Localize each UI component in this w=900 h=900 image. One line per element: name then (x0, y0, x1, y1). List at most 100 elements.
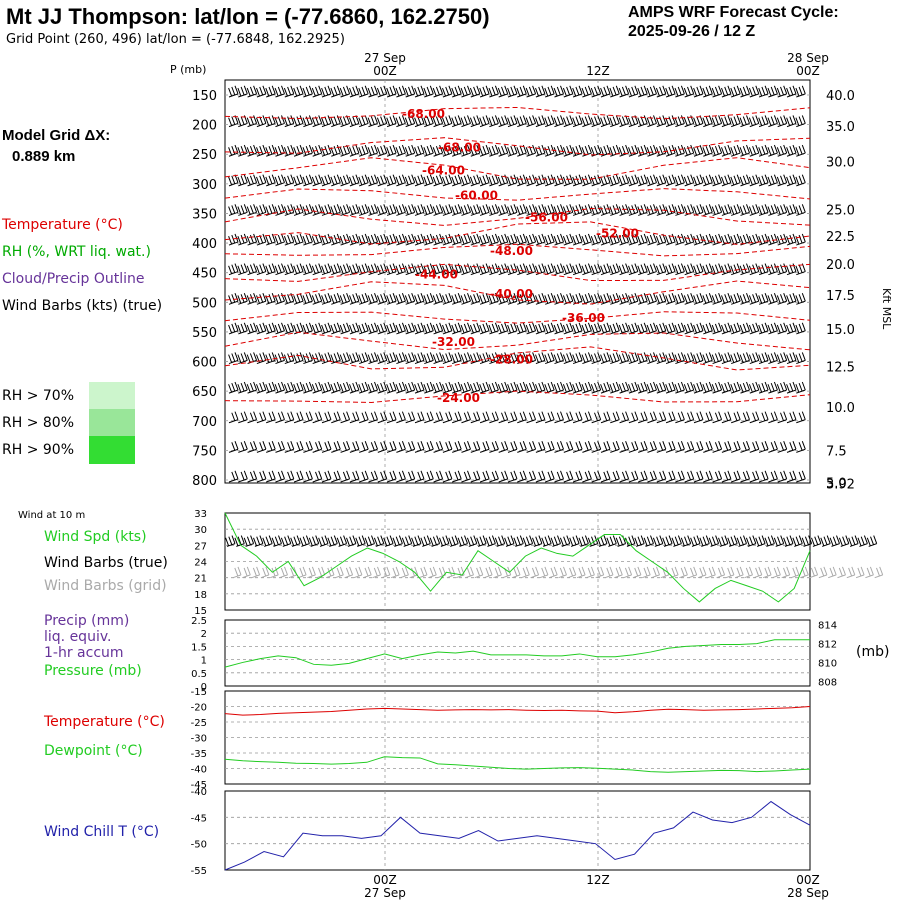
wind-barb (330, 174, 341, 187)
wind-barb (368, 441, 378, 453)
precip-panel-y-tick-label: 0 (201, 682, 207, 693)
wind-barb (572, 381, 583, 394)
wind-barb (311, 322, 323, 335)
wind-barb (721, 263, 732, 276)
wind-barb (777, 470, 788, 483)
wind-barb (572, 174, 583, 187)
wind-barb (628, 204, 639, 216)
wind-barb-true (290, 535, 301, 547)
wind-barb (376, 263, 388, 276)
wind-barb (553, 85, 564, 98)
wind-barb (731, 470, 741, 483)
wind-barb (237, 174, 248, 187)
wind-barb-grid (558, 566, 567, 579)
wind-barb (247, 411, 258, 424)
wind-barb (228, 174, 239, 187)
wind-barb (339, 144, 351, 157)
wind-barb (581, 85, 592, 98)
wind-barb-true (857, 535, 868, 547)
wind-barb (339, 322, 351, 335)
wind-barb (572, 233, 583, 246)
wind-barb (609, 381, 620, 394)
wind-barb (321, 115, 332, 128)
wind-barb (610, 441, 620, 453)
wind-barb-true (401, 535, 413, 547)
wind-barb (386, 441, 397, 453)
wind-barb (432, 174, 444, 187)
wind-barb (637, 381, 648, 394)
wind-barb (786, 204, 797, 216)
wind-barb (646, 204, 657, 216)
wind-barb (776, 322, 788, 335)
wind-barb-true (466, 535, 478, 547)
wind-barb (655, 322, 667, 335)
wind-barb (554, 470, 564, 483)
wind-barb-grid (511, 566, 521, 579)
temperature-contour-label: -32.00 (432, 335, 475, 349)
wind-barb (535, 352, 546, 365)
temperature-contour (224, 390, 811, 403)
wind-barb (721, 144, 732, 157)
wind-barb (758, 292, 769, 305)
wind-barb (748, 263, 760, 276)
legend-sfc-temperature: Temperature (°C) (44, 714, 165, 730)
wind-barb (618, 263, 630, 276)
wind-barb (544, 174, 555, 187)
wind-barb (572, 292, 583, 305)
wind-barb (711, 144, 723, 157)
wind-barb (256, 233, 267, 246)
wind-barb (748, 322, 760, 335)
wind-barb (376, 322, 388, 335)
wind-barb (590, 174, 602, 187)
wind-barb (246, 322, 258, 335)
wind-barb (526, 470, 537, 483)
wind-barb (507, 204, 518, 216)
wind-barb (637, 322, 648, 335)
wind-barb (655, 352, 667, 365)
wind-barb (795, 233, 806, 246)
wind-barb (796, 470, 806, 483)
wind-barb (665, 233, 676, 246)
wind-barb (590, 115, 602, 128)
wind-barb (776, 204, 788, 216)
wind-barb (739, 174, 750, 187)
wind-barb (711, 204, 723, 216)
wind-barb (768, 470, 778, 483)
wind-barb-grid (335, 566, 344, 579)
wind-barb (553, 115, 564, 128)
wind-barb (460, 144, 471, 157)
wind-barb (730, 85, 741, 98)
pressure-tick-label: 550 (192, 326, 217, 341)
wind-barb (432, 292, 444, 305)
wind-barb (711, 85, 723, 98)
wind-barb (395, 144, 406, 157)
wind-barb (665, 115, 676, 128)
wind-barb (274, 352, 285, 365)
wind-barb (423, 115, 434, 128)
wind-barb-grid (762, 566, 772, 579)
wind-barb (619, 411, 630, 424)
temperature-contour (224, 137, 811, 156)
wind-barb (497, 292, 509, 305)
wind-barb-grid (651, 566, 660, 579)
wind-barb (386, 233, 397, 246)
wind-barb (563, 411, 574, 424)
wind-barb (655, 233, 667, 246)
wind-barb (665, 411, 676, 424)
wind-barb (386, 411, 397, 424)
wind-barb (693, 470, 704, 483)
wind-barb-true (225, 535, 236, 547)
wind-barb (702, 204, 713, 216)
wind-barb (637, 85, 648, 98)
wind-barb (367, 381, 378, 394)
wind-barb (544, 352, 555, 365)
wind-barb (275, 470, 285, 483)
wind-barb (721, 115, 732, 128)
wind-barb (367, 85, 378, 98)
wind-barb (786, 441, 797, 453)
wind-barb (553, 233, 564, 246)
wind-barb (507, 381, 518, 394)
legend-wind-barbs: Wind Barbs (kts) (true) (2, 298, 163, 314)
wind-barb (488, 233, 499, 246)
wind-barb (469, 204, 481, 216)
